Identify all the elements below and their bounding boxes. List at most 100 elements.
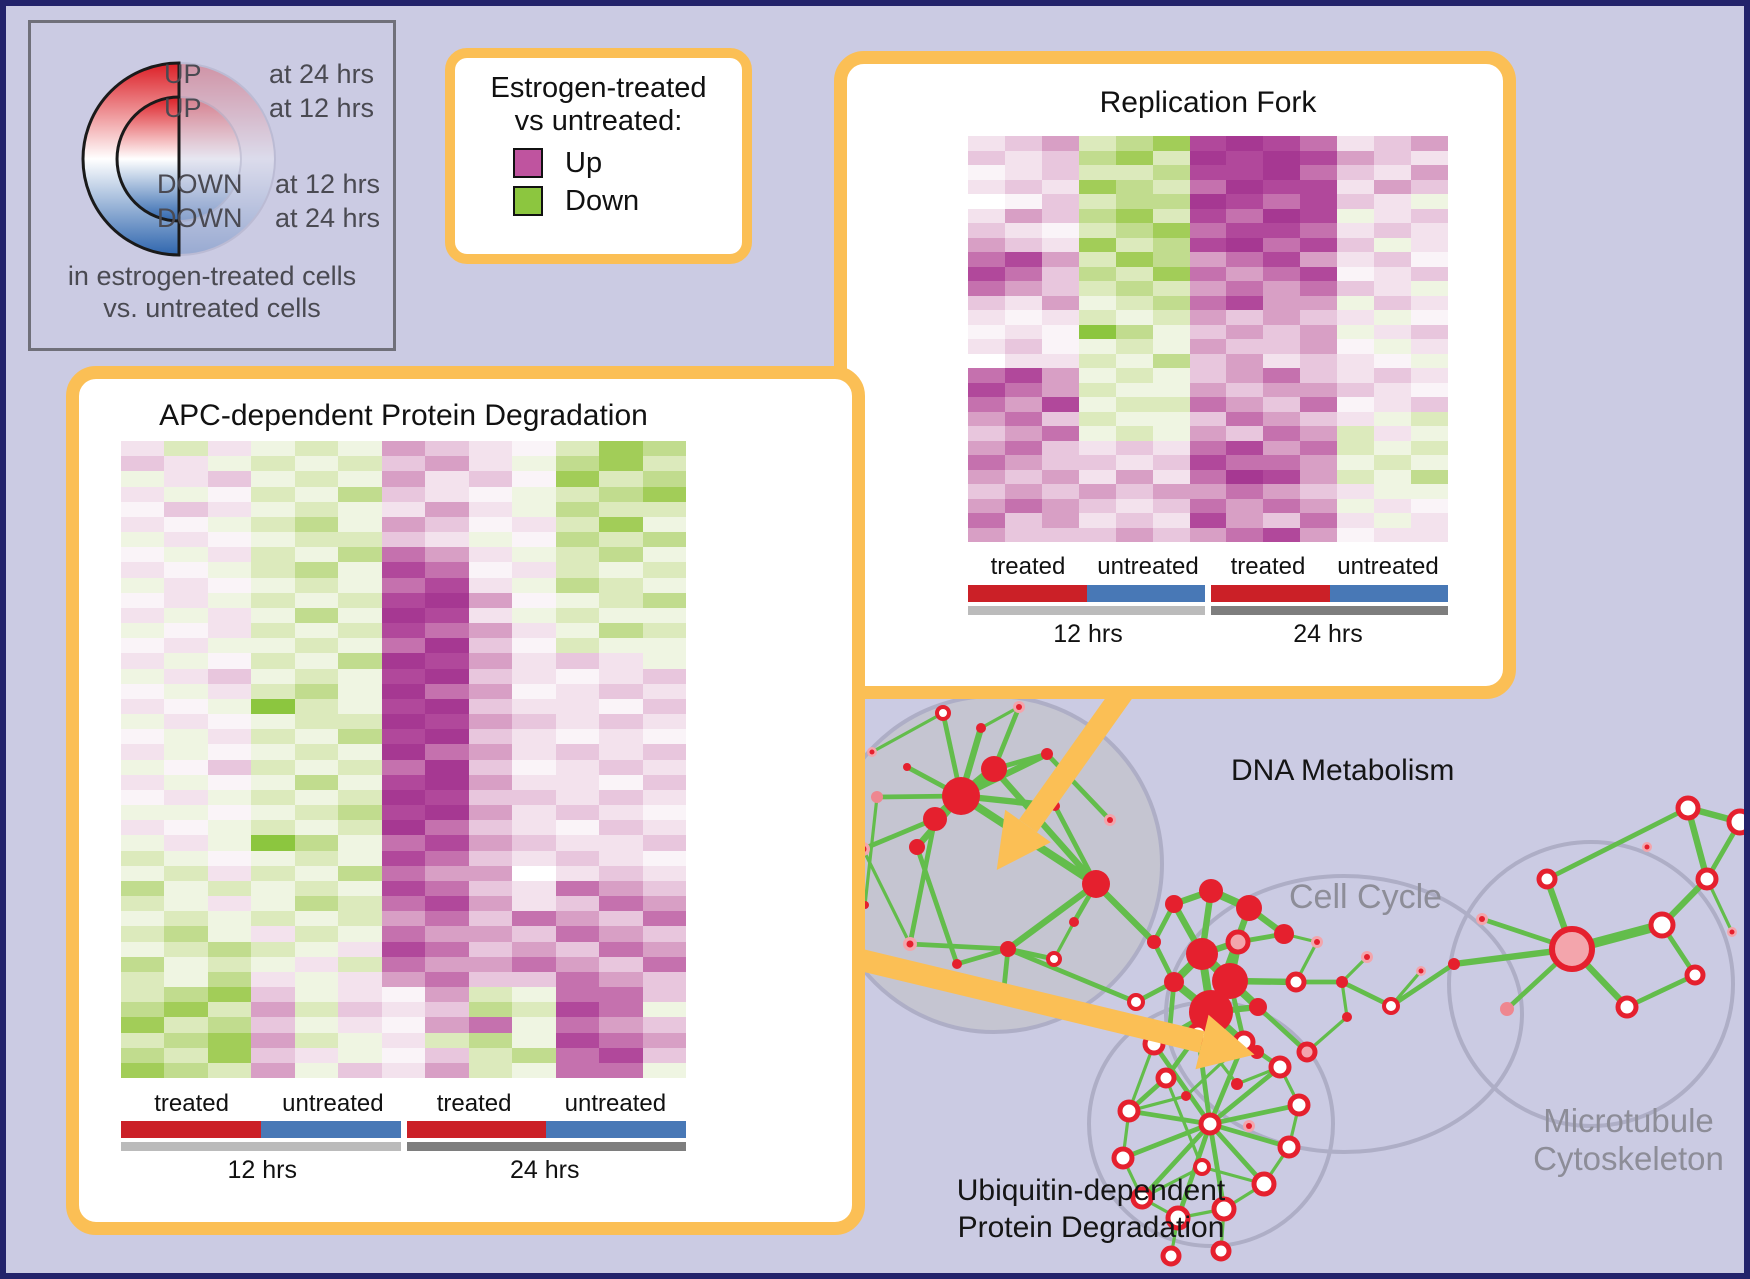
heatmap-cell: [1041, 266, 1079, 281]
heatmap-cell: [555, 623, 600, 639]
heatmap-cell: [1004, 310, 1042, 325]
heatmap-cell: [1152, 310, 1190, 325]
gene-node: [1107, 817, 1113, 823]
heatmap-cell: [121, 865, 165, 881]
heatmap-cell: [468, 926, 513, 942]
heatmap-cell: [968, 339, 1005, 354]
group-label: untreated: [564, 1090, 667, 1117]
heatmap-cell: [1078, 237, 1116, 252]
heatmap-cell: [642, 516, 686, 532]
heatmap-cell: [251, 956, 295, 972]
heatmap-cell: [642, 987, 686, 1003]
heatmap-cell: [1263, 165, 1301, 180]
heatmap-cell: [251, 562, 295, 578]
heatmap-cell: [425, 638, 469, 654]
heatmap-cell: [512, 971, 556, 987]
gene-node: [1274, 924, 1294, 944]
heatmap-cell: [512, 532, 556, 548]
heatmap-cell: [425, 623, 469, 639]
up-color-label: Up: [565, 146, 603, 179]
heatmap-cell: [425, 1062, 469, 1078]
heatmap-cell: [1337, 237, 1375, 252]
heatmap-cell: [381, 1002, 426, 1018]
heatmap-cell: [599, 789, 643, 805]
heatmap-cell: [1078, 397, 1116, 412]
heatmap-cell: [164, 926, 208, 942]
heatmap-cell: [1411, 411, 1448, 426]
heatmap-cell: [251, 592, 295, 608]
heatmap-cell: [1337, 498, 1375, 513]
heatmap-cell: [1263, 150, 1301, 165]
group-label: treated: [154, 1090, 229, 1117]
heatmap-cell: [1078, 469, 1116, 484]
heatmap-cell: [1152, 411, 1190, 426]
heatmap-cell: [1300, 455, 1338, 470]
heatmap-cell: [425, 956, 469, 972]
heatmap-cell: [425, 987, 469, 1003]
treated-bar-segment: [121, 1121, 261, 1138]
heatmap-cell: [555, 714, 600, 730]
heatmap-cell: [1189, 527, 1227, 542]
heatmap-cell: [968, 295, 1005, 310]
heatmap-cell: [599, 501, 643, 517]
network-edge: [1207, 1102, 1302, 1127]
heatmap-cell: [1374, 440, 1412, 455]
heatmap-cell: [425, 759, 469, 775]
apc-panel: APC-dependent Protein Degradation treate…: [66, 366, 865, 1235]
heatmap-cell: [555, 1062, 600, 1078]
heatmap-cell: [251, 668, 295, 684]
heatmap-cell: [338, 987, 382, 1003]
heatmap-cell: [1337, 295, 1375, 310]
heatmap-cell: [251, 896, 295, 912]
heatmap-cell: [207, 486, 252, 502]
heatmap-cell: [338, 547, 382, 563]
heatmap-cell: [1189, 194, 1227, 209]
heatmap-cell: [207, 456, 252, 472]
heatmap-cell: [1300, 136, 1338, 151]
gene-node: [1448, 958, 1460, 970]
heatmap-cell: [512, 1062, 556, 1078]
heatmap-cell: [642, 865, 686, 881]
heatmap-cell: [1263, 455, 1301, 470]
heatmap-cell: [251, 607, 295, 623]
gene-node: [1165, 895, 1183, 913]
group-label: treated: [1230, 553, 1306, 580]
heatmap-cell: [207, 516, 252, 532]
heatmap-cell: [1226, 513, 1264, 528]
heatmap-cell: [1115, 165, 1153, 180]
gene-node-ring: [1549, 926, 1595, 972]
heatmap-cell: [968, 252, 1005, 267]
heatmap-cell: [251, 971, 295, 987]
heatmap-cell: [207, 638, 252, 654]
heatmap-cell: [1411, 484, 1448, 499]
heatmap-cell: [251, 441, 295, 457]
heatmap-cell: [1078, 484, 1116, 499]
heatmap-cell: [207, 926, 252, 942]
heatmap-cell: [1152, 455, 1190, 470]
heatmap-cell: [1004, 295, 1042, 310]
heatmap-cell: [468, 532, 513, 548]
heatmap-cell: [968, 368, 1005, 383]
heatmap-cell: [1226, 368, 1264, 383]
heatmap-cell: [1411, 440, 1448, 455]
replication-time-bar: [968, 606, 1448, 615]
heatmap-cell: [1152, 469, 1190, 484]
heatmap-cell: [338, 1047, 382, 1063]
treated-bar-segment: [406, 1121, 547, 1138]
gene-node: [1186, 938, 1218, 970]
heatmap-cell: [555, 896, 600, 912]
heatmap-cell: [555, 471, 600, 487]
gene-node: [942, 777, 980, 815]
heatmap-cell: [1337, 469, 1375, 484]
heatmap-cell: [1337, 165, 1375, 180]
heatmap-cell: [1189, 498, 1227, 513]
heatmap-cell: [1337, 266, 1375, 281]
heatmap-cell: [1041, 136, 1079, 151]
time-label-24hrs: 24 hrs: [510, 1156, 580, 1184]
heatmap-cell: [121, 1062, 165, 1078]
network-edge: [907, 941, 1011, 952]
flow-arrow-shaft: [821, 940, 1205, 1053]
heatmap-cell: [1374, 266, 1412, 281]
heatmap-cell: [251, 623, 295, 639]
heatmap-cell: [1226, 136, 1264, 151]
